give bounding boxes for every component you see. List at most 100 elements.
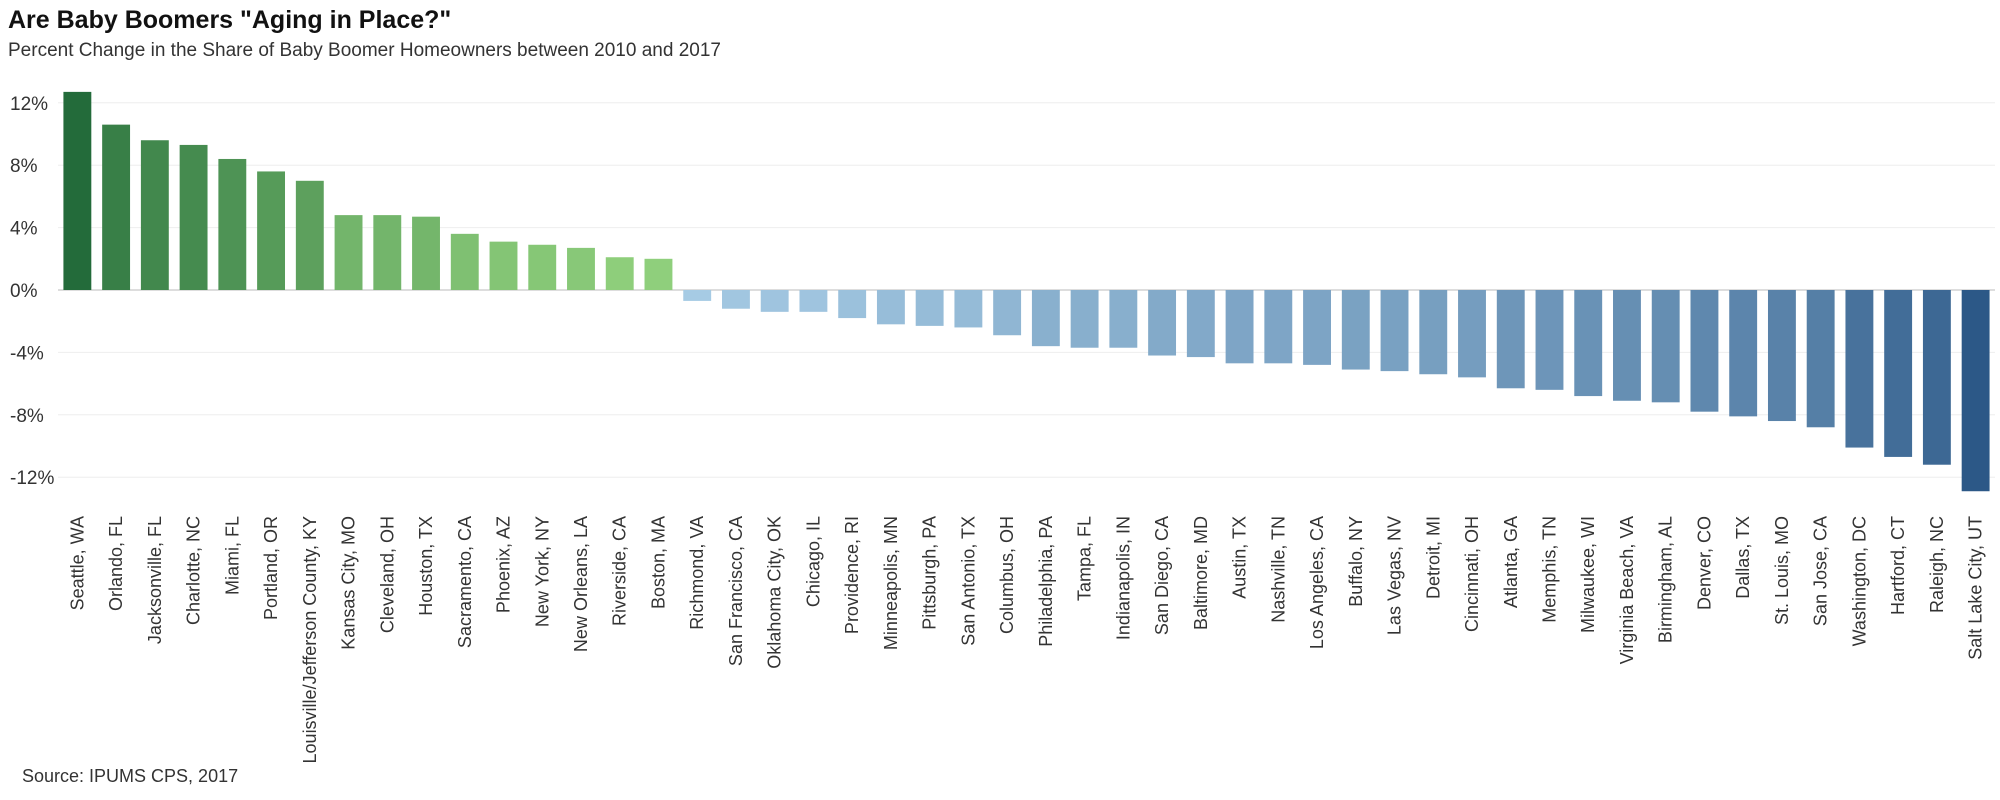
bar	[838, 290, 867, 319]
bar	[489, 241, 518, 290]
bar	[1070, 290, 1099, 348]
y-tick-label: 8%	[10, 156, 38, 177]
x-category-label: Phoenix, AZ	[494, 516, 514, 613]
bar	[722, 290, 750, 309]
bar	[1031, 290, 1060, 347]
y-tick-label: -8%	[10, 406, 44, 427]
x-category-label: Austin, TX	[1230, 516, 1250, 599]
bar	[1496, 290, 1525, 389]
x-category-label: Raleigh, NC	[1927, 516, 1947, 613]
x-category-label: Richmond, VA	[687, 516, 707, 630]
x-category-label: Philadelphia, PA	[1036, 516, 1056, 647]
bar	[876, 290, 905, 325]
bar	[760, 290, 789, 312]
bar	[1264, 290, 1293, 364]
x-category-label: Charlotte, NC	[184, 516, 204, 625]
x-category-label: Indianapolis, IN	[1113, 516, 1133, 640]
bar	[1148, 290, 1177, 356]
x-category-label: Hartford, CT	[1888, 516, 1908, 615]
bar	[295, 180, 324, 290]
bar	[257, 171, 286, 290]
bar	[644, 258, 673, 290]
x-category-label: Atlanta, GA	[1501, 516, 1521, 608]
x-category-label: Los Angeles, CA	[1307, 516, 1327, 649]
x-category-label: Miami, FL	[222, 516, 242, 595]
x-category-label: Pittsburgh, PA	[920, 516, 940, 630]
bar	[1186, 290, 1215, 358]
bar	[1806, 290, 1835, 428]
x-category-label: Sacramento, CA	[455, 516, 475, 648]
bar	[218, 158, 247, 290]
x-category-label: Memphis, TN	[1539, 516, 1559, 623]
x-category-label: Oklahoma City, OK	[765, 516, 785, 669]
x-category-label: Nashville, TN	[1268, 516, 1288, 623]
x-category-label: Cincinnati, OH	[1462, 516, 1482, 632]
bar	[1845, 290, 1874, 448]
x-category-label: Columbus, OH	[997, 516, 1017, 634]
x-category-label: Buffalo, NY	[1346, 516, 1366, 607]
y-axis-ticks: 12% 8% 4% 0% -4% -8% -12%	[10, 94, 54, 489]
x-category-label: New Orleans, LA	[571, 516, 591, 652]
x-category-label: San Jose, CA	[1811, 516, 1831, 626]
x-category-label: Boston, MA	[648, 516, 668, 609]
x-category-label: San Francisco, CA	[726, 516, 746, 666]
bar	[1922, 290, 1951, 465]
x-category-label: New York, NY	[532, 516, 552, 627]
x-category-label: Seattle, WA	[67, 516, 87, 610]
bar	[1303, 290, 1331, 365]
x-category-label: Birmingham, AL	[1656, 516, 1676, 643]
x-category-label: Providence, RI	[842, 516, 862, 634]
bar	[1574, 290, 1603, 397]
bar	[140, 140, 169, 290]
source-note: Source: IPUMS CPS, 2017	[22, 766, 239, 786]
bar	[102, 124, 131, 290]
bar	[605, 257, 634, 290]
x-category-label: Denver, CO	[1694, 516, 1714, 610]
chart-subtitle: Percent Change in the Share of Baby Boom…	[8, 40, 721, 61]
bar	[1458, 290, 1486, 378]
bar	[1613, 290, 1641, 401]
y-tick-label: -4%	[10, 343, 44, 364]
bar	[683, 290, 712, 301]
x-category-label: St. Louis, MO	[1772, 516, 1792, 625]
y-tick-label: 12%	[10, 94, 48, 115]
bar	[1380, 290, 1409, 372]
y-tick-label: 0%	[10, 281, 38, 302]
bar	[915, 290, 944, 326]
x-category-label: Cleveland, OH	[377, 516, 397, 633]
x-category-label: Jacksonville, FL	[145, 516, 165, 644]
x-category-label: San Diego, CA	[1152, 516, 1172, 635]
bar	[373, 215, 402, 290]
bar	[1767, 290, 1796, 422]
bar	[1341, 290, 1370, 370]
bar	[179, 144, 208, 290]
chart-title: Are Baby Boomers "Aging in Place?"	[8, 6, 452, 34]
y-tick-label: -12%	[10, 468, 54, 489]
bar	[1419, 290, 1448, 375]
bar	[1884, 290, 1913, 457]
x-category-label: Washington, DC	[1849, 516, 1869, 646]
x-category-label: Milwaukee, WI	[1578, 516, 1598, 633]
x-category-label: Chicago, IL	[803, 516, 823, 607]
x-category-label: Orlando, FL	[106, 516, 126, 611]
bar	[1535, 290, 1564, 390]
x-category-label: Salt Lake City, UT	[1966, 516, 1986, 660]
x-axis-labels: Seattle, WA Orlando, FL Jacksonville, FL Ch…	[67, 516, 1985, 763]
bar	[1651, 290, 1680, 403]
bar	[1225, 290, 1254, 364]
bar	[1961, 290, 1990, 492]
x-category-label: Las Vegas, NV	[1385, 516, 1405, 635]
bar	[1109, 290, 1138, 348]
x-category-label: Houston, TX	[416, 516, 436, 616]
x-category-label: Virginia Beach, VA	[1617, 516, 1637, 664]
y-tick-label: 4%	[10, 219, 38, 240]
bar	[412, 216, 440, 290]
bar	[993, 290, 1022, 336]
x-category-label: Dallas, TX	[1733, 516, 1753, 599]
x-category-label: Louisville/Jefferson County, KY	[300, 516, 320, 763]
bar	[63, 91, 92, 290]
x-category-label: Detroit, MI	[1423, 516, 1443, 599]
x-category-label: Baltimore, MD	[1191, 516, 1211, 630]
bar	[334, 215, 363, 290]
